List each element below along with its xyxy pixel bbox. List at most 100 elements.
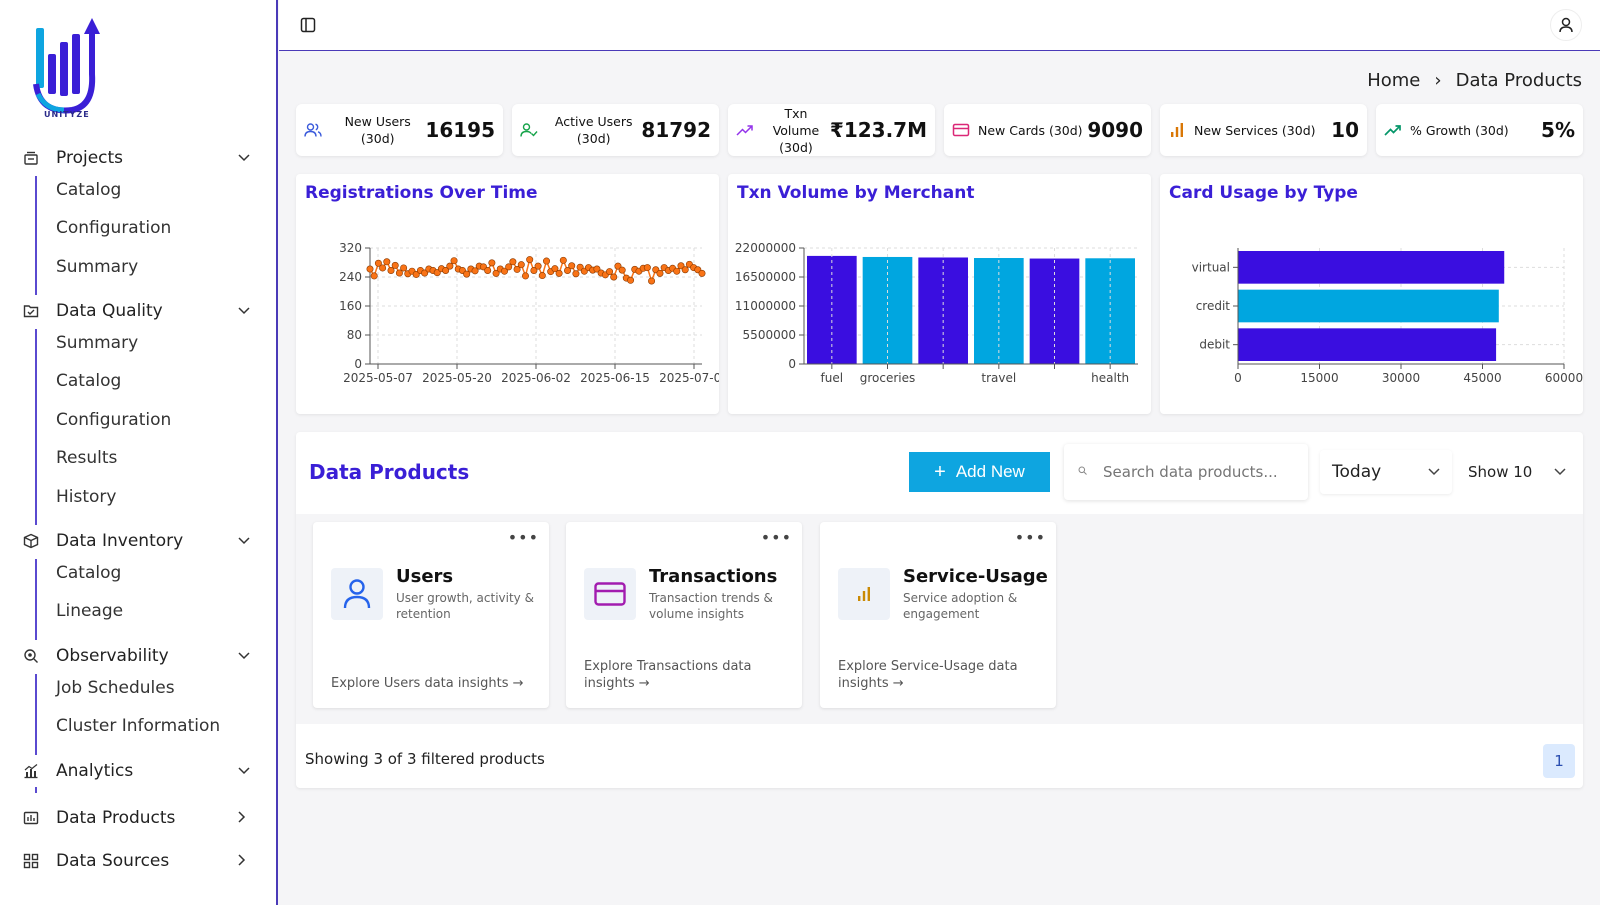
product-card-transactions[interactable]: ••• Transactions Transaction trends & vo…	[566, 522, 802, 708]
sidebar-subtree-line	[35, 559, 37, 640]
sidebar-group-analytics[interactable]: Analytics	[0, 757, 278, 785]
stat-card: New Cards (30d) 9090	[944, 104, 1151, 156]
page-size-select[interactable]: Show 10	[1468, 450, 1568, 494]
more-options-icon[interactable]: •••	[760, 528, 792, 547]
sidebar-item-data-quality-configuration[interactable]: Configuration	[56, 409, 172, 430]
data-point	[395, 269, 403, 277]
breadcrumb-home[interactable]: Home	[1367, 70, 1421, 91]
y-tick-label: 22000000	[735, 241, 796, 255]
data-point	[488, 259, 496, 267]
data-point	[606, 268, 614, 276]
search-icon	[1078, 466, 1087, 478]
sidebar-group-data-products[interactable]: Data Products	[0, 804, 278, 832]
product-description: User growth, activity & retention	[396, 591, 534, 621]
sidebar-item-data-inventory-lineage[interactable]: Lineage	[56, 601, 124, 622]
search-input[interactable]	[1103, 463, 1293, 481]
data-point	[681, 266, 689, 274]
product-name: Transactions	[649, 566, 778, 587]
y-tick-label: 0	[354, 357, 362, 371]
data-point	[656, 269, 664, 277]
sidebar-item-data-inventory-catalog[interactable]: Catalog	[56, 563, 122, 583]
sidebar-group-data-inventory[interactable]: Data Inventory	[0, 527, 278, 555]
data-point	[379, 264, 387, 272]
user-menu-button[interactable]	[1550, 9, 1582, 41]
bar	[1238, 328, 1497, 361]
txn-volume-bar-chart: 0 5500000 11000000 16500000 22000000 fuel groc…	[735, 241, 1138, 385]
growth-icon	[1384, 123, 1402, 137]
sidebar-group-data-quality[interactable]: Data Quality	[0, 297, 278, 325]
data-point	[559, 256, 567, 264]
data-point	[543, 257, 551, 265]
y-tick-label: 11000000	[735, 299, 796, 313]
data-quality-icon	[22, 302, 40, 320]
date-filter-select[interactable]: Today	[1320, 450, 1452, 494]
more-options-icon[interactable]: •••	[1014, 528, 1046, 547]
y-tick-label: virtual	[1192, 260, 1230, 274]
sidebar-item-observability-job-schedules[interactable]: Job Schedules	[56, 678, 175, 698]
bar-chart-icon	[1168, 122, 1186, 138]
data-point	[627, 276, 635, 284]
data-point	[526, 256, 534, 264]
x-tick-label: 0	[1234, 371, 1242, 385]
stat-label: Txn Volume (30d)	[772, 105, 820, 155]
product-explore-link[interactable]: Explore Service-Usage data insights →	[838, 659, 1018, 691]
more-options-icon[interactable]: •••	[507, 528, 539, 547]
sidebar-group-projects[interactable]: Projects	[0, 144, 278, 172]
add-new-button[interactable]: + Add New	[909, 452, 1050, 492]
product-card-users[interactable]: ••• Users User growth, activity & retent…	[313, 522, 549, 708]
sidebar-item-data-quality-results[interactable]: Results	[56, 448, 118, 469]
x-tick-label: 60000	[1545, 371, 1583, 385]
page-size-value: Show 10	[1468, 463, 1533, 481]
x-tick-label: 15000	[1300, 371, 1338, 385]
sidebar-item-data-quality-history[interactable]: History	[56, 486, 117, 507]
sidebar-item-data-quality-summary[interactable]: Summary	[56, 333, 139, 353]
product-explore-link[interactable]: Explore Transactions data insights →	[584, 659, 752, 691]
trend-icon	[736, 123, 754, 137]
sidebar-subtree-line	[35, 787, 37, 793]
sidebar-toggle-button[interactable]	[297, 14, 319, 36]
data-point	[564, 266, 572, 274]
x-tick-label: groceries	[860, 371, 916, 385]
stat-label: New Services (30d)	[1194, 122, 1316, 138]
data-point	[471, 267, 479, 275]
data-point	[648, 277, 656, 285]
sidebar-item-observability-cluster-information[interactable]: Cluster Information	[56, 716, 221, 737]
sidebar-group-label: Projects	[56, 148, 124, 168]
product-card-service-usage[interactable]: ••• Service-Usage Service adoption & eng…	[820, 522, 1056, 708]
product-description: Service adoption & engagement	[903, 591, 1018, 621]
page-button-1[interactable]: 1	[1543, 744, 1575, 778]
card-icon	[952, 123, 970, 137]
sidebar-item-projects-configuration[interactable]: Configuration	[56, 218, 172, 239]
product-explore-link[interactable]: Explore Users data insights →	[331, 676, 524, 691]
stat-label: New Cards (30d)	[978, 122, 1083, 138]
unityze-logo	[33, 18, 100, 114]
data-point	[568, 262, 576, 270]
stat-value: 5%	[1541, 118, 1575, 142]
sidebar-subtree-line	[35, 329, 37, 525]
bar	[1238, 251, 1505, 284]
sidebar-item-data-quality-catalog[interactable]: Catalog	[56, 371, 122, 392]
y-tick-label: 16500000	[735, 270, 796, 284]
sidebar-item-projects-catalog[interactable]: Catalog	[56, 180, 122, 200]
plus-icon: +	[934, 460, 946, 483]
data-point	[484, 266, 492, 274]
stat-label: Active Users (30d)	[554, 114, 633, 146]
projects-icon	[22, 149, 40, 167]
data-point	[610, 273, 618, 281]
showing-count-text: Showing 3 of 3 filtered products	[305, 750, 545, 768]
x-tick-label: 30000	[1382, 371, 1420, 385]
x-tick-label: 2025-05-07	[343, 371, 413, 385]
sidebar-group-data-sources[interactable]: Data Sources	[0, 847, 278, 875]
registrations-chart-card: Registrations Over Time 0 80 160 240 320 2025…	[296, 174, 719, 414]
chevron-right-icon	[238, 810, 246, 826]
x-tick-label: 2025-06-02	[501, 371, 571, 385]
chevron-down-icon	[238, 649, 250, 663]
data-point	[673, 267, 681, 275]
data-point	[374, 259, 382, 267]
data-point	[551, 265, 559, 273]
sidebar-group-observability[interactable]: Observability	[0, 642, 278, 670]
stat-value: ₹123.7M	[829, 118, 927, 142]
sidebar-item-projects-summary[interactable]: Summary	[56, 256, 139, 277]
date-filter-value: Today	[1332, 462, 1382, 482]
product-cards-area: ••• Users User growth, activity & retent…	[296, 514, 1583, 724]
